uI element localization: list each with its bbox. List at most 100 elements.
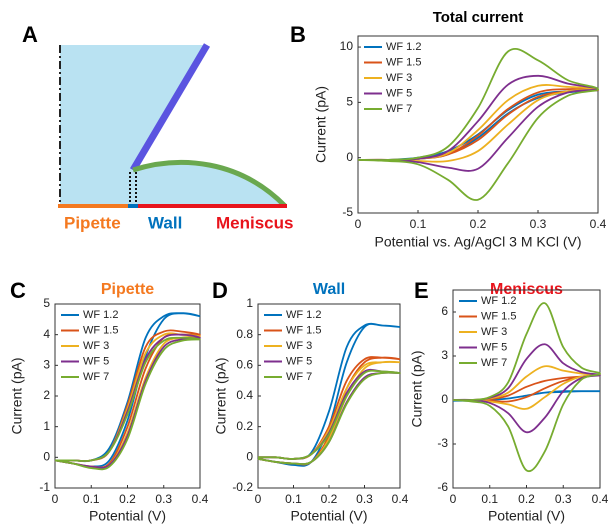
- y-tick-label: 0.6: [236, 358, 253, 372]
- chart-title: Wall: [313, 281, 345, 298]
- axes-box: [452, 289, 601, 489]
- x-tick-label: 0.3: [356, 492, 373, 506]
- x-axis-label: Potential (V): [290, 508, 367, 524]
- meniscus-boundary: [132, 160, 287, 208]
- y-tick-label: 0.8: [236, 327, 253, 341]
- legend-label: WF 1.2: [83, 309, 118, 321]
- y-tick-label: 5: [43, 296, 50, 310]
- y-axis-label: Current (pA): [313, 86, 329, 163]
- y-tick-label: -5: [342, 205, 353, 219]
- legend-label: WF 1.2: [286, 309, 321, 321]
- y-tick-label: 2: [43, 388, 50, 402]
- y-tick-label: -0.2: [232, 480, 253, 494]
- x-tick-label: 0.2: [119, 492, 136, 506]
- legend-label: WF 1.5: [286, 324, 321, 336]
- x-tick-label: 0.1: [83, 492, 100, 506]
- cv-curve: [54, 336, 201, 471]
- y-tick-label: -1: [39, 480, 50, 494]
- legend-label: WF 5: [386, 87, 412, 99]
- chart-panel: B Total current Potential vs. Ag/AgCl 3 M …: [290, 9, 607, 250]
- legend-label: WF 5: [286, 355, 312, 367]
- cv-curve: [452, 390, 601, 402]
- y-tick-label: -6: [437, 480, 448, 494]
- legend-label: WF 3: [286, 340, 312, 352]
- legend-label: WF 3: [83, 340, 109, 352]
- cv-curve: [452, 343, 601, 434]
- x-tick-label: 0.4: [392, 492, 409, 506]
- chart-panel: C Pipette Potential (V) Current (pA) 0 0.1 0.2…: [9, 278, 209, 524]
- y-tick-label: 3: [441, 348, 448, 362]
- x-tick-label: 0: [255, 492, 262, 506]
- x-tick-label: 0.4: [192, 492, 209, 506]
- x-axis-label: Potential (V): [488, 508, 565, 524]
- legend-label: WF 1.2: [386, 41, 421, 53]
- y-tick-label: 1: [43, 419, 50, 433]
- y-axis-label: Current (pA): [213, 357, 229, 434]
- y-tick-label: 1: [246, 296, 253, 310]
- diagram: A Pipette Wall Meniscus: [22, 22, 293, 233]
- cv-curve: [357, 47, 599, 201]
- legend-label: WF 1.5: [481, 310, 516, 322]
- legend-label: WF 3: [481, 326, 507, 338]
- chart-title: Pipette: [101, 281, 154, 298]
- x-tick-label: 0.1: [481, 492, 498, 506]
- legend-label: WF 7: [386, 103, 412, 115]
- legend-label: WF 7: [83, 371, 109, 383]
- chart-panel: D Wall Potential (V) Current (pA) 0 0.1 0.2 0.3…: [212, 278, 409, 524]
- chart-title: Total current: [433, 9, 524, 26]
- meniscus-region: [133, 162, 285, 206]
- x-tick-label: 0.4: [592, 492, 609, 506]
- y-tick-label: 0.4: [236, 388, 253, 402]
- legend-label: WF 1.2: [481, 295, 516, 307]
- x-tick-label: 0.1: [410, 217, 427, 231]
- legend-label: WF 5: [481, 341, 507, 353]
- y-tick-label: 0: [43, 450, 50, 464]
- axes-box: [54, 303, 201, 489]
- pipette-interior: [60, 45, 207, 206]
- legend-label: WF 1.5: [83, 324, 118, 336]
- y-tick-label: 0: [441, 392, 448, 406]
- x-tick-label: 0.3: [155, 492, 172, 506]
- legend-label: WF 7: [481, 357, 507, 369]
- y-tick-label: 0: [246, 450, 253, 464]
- cv-curve: [257, 368, 401, 465]
- y-tick-label: 4: [43, 327, 50, 341]
- y-tick-label: -3: [437, 436, 448, 450]
- x-tick-label: 0.3: [555, 492, 572, 506]
- panel-letter: B: [290, 22, 306, 47]
- y-tick-label: 5: [346, 95, 353, 109]
- cv-curve: [54, 312, 201, 468]
- x-tick-label: 0.2: [518, 492, 535, 506]
- y-tick-label: 0.2: [236, 419, 253, 433]
- x-tick-label: 0: [450, 492, 457, 506]
- legend-label: WF 5: [83, 355, 109, 367]
- x-tick-label: 0.4: [590, 217, 607, 231]
- axes-box: [257, 303, 401, 489]
- y-axis-label: Current (pA): [9, 357, 25, 434]
- pipette-wall: [129, 43, 211, 172]
- x-tick-label: 0.1: [285, 492, 302, 506]
- legend-label: WF 7: [286, 371, 312, 383]
- x-axis-label: Potential vs. Ag/AgCl 3 M KCl (V): [375, 234, 582, 250]
- panel-letter: D: [212, 278, 228, 303]
- x-axis-label: Potential (V): [89, 508, 166, 524]
- cv-curve: [54, 329, 201, 469]
- axes-box: [357, 35, 599, 214]
- legend-label: WF 3: [386, 72, 412, 84]
- x-tick-label: 0.2: [321, 492, 338, 506]
- panel-letter: E: [414, 278, 429, 303]
- x-tick-label: 0.3: [530, 217, 547, 231]
- wall-label: Wall: [148, 213, 182, 232]
- y-tick-label: 3: [43, 358, 50, 372]
- x-tick-label: 0.2: [470, 217, 487, 231]
- pipette-label: Pipette: [64, 213, 121, 232]
- y-tick-label: 0: [346, 150, 353, 164]
- meniscus-label: Meniscus: [216, 213, 293, 232]
- x-tick-label: 0: [355, 217, 362, 231]
- panel-letter: A: [22, 22, 38, 47]
- legend-label: WF 1.5: [386, 56, 421, 68]
- y-tick-label: 6: [441, 304, 448, 318]
